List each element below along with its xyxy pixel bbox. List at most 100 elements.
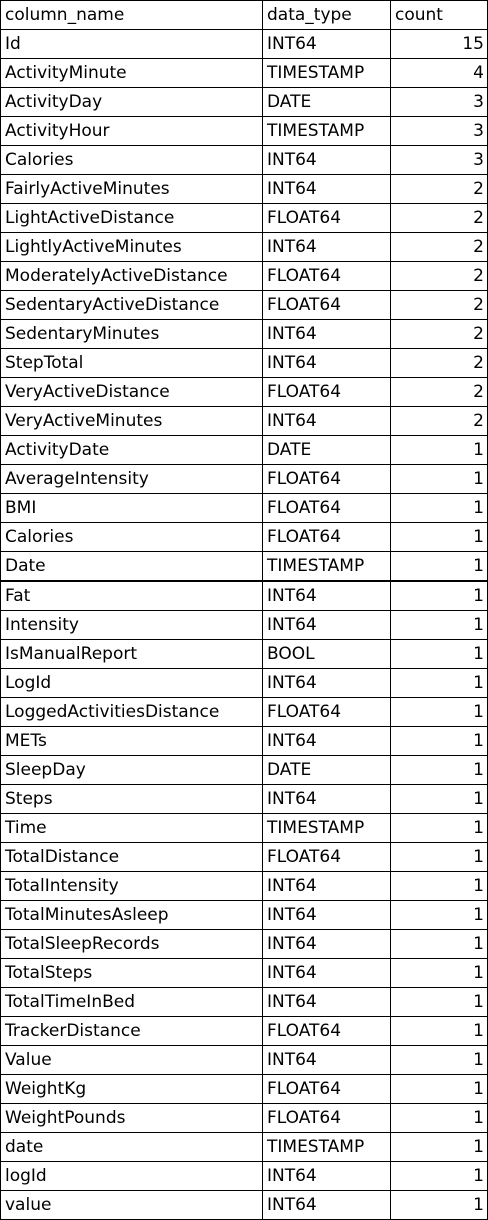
cell-column-name[interactable]: FairlyActiveMinutes — [0, 174, 263, 204]
cell-count[interactable]: 1 — [390, 987, 488, 1017]
cell-column-name[interactable]: Intensity — [0, 610, 263, 640]
cell-count[interactable]: 1 — [390, 871, 488, 901]
cell-column-name[interactable]: TotalTimeInBed — [0, 987, 263, 1017]
cell-column-name[interactable]: BMI — [0, 493, 263, 523]
cell-column-name[interactable]: LightlyActiveMinutes — [0, 232, 263, 262]
cell-data-type[interactable]: INT64 — [262, 232, 391, 262]
cell-column-name[interactable]: METs — [0, 726, 263, 756]
cell-column-name[interactable]: IsManualReport — [0, 639, 263, 669]
cell-data-type[interactable]: INT64 — [262, 726, 391, 756]
cell-count[interactable]: 1 — [390, 697, 488, 727]
cell-count[interactable]: 1 — [390, 580, 488, 611]
cell-data-type[interactable]: FLOAT64 — [262, 290, 391, 320]
cell-count[interactable]: 1 — [390, 929, 488, 959]
cell-data-type[interactable]: TIMESTAMP — [262, 1132, 391, 1162]
cell-column-name[interactable]: Id — [0, 29, 263, 59]
cell-data-type[interactable]: FLOAT64 — [262, 1103, 391, 1133]
cell-data-type[interactable]: FLOAT64 — [262, 464, 391, 494]
cell-data-type[interactable]: INT64 — [262, 784, 391, 814]
cell-data-type[interactable]: DATE — [262, 435, 391, 465]
cell-column-name[interactable]: logId — [0, 1161, 263, 1191]
cell-data-type[interactable]: INT64 — [262, 174, 391, 204]
cell-data-type[interactable]: INT64 — [262, 900, 391, 930]
cell-data-type[interactable]: TIMESTAMP — [262, 116, 391, 146]
cell-column-name[interactable]: TotalSteps — [0, 958, 263, 988]
cell-data-type[interactable]: TIMESTAMP — [262, 551, 391, 582]
cell-count[interactable]: 1 — [390, 493, 488, 523]
cell-data-type[interactable]: FLOAT64 — [262, 842, 391, 872]
cell-count[interactable]: 3 — [390, 87, 488, 117]
cell-column-name[interactable]: SleepDay — [0, 755, 263, 785]
cell-column-name[interactable]: Calories — [0, 522, 263, 552]
cell-count[interactable]: 4 — [390, 58, 488, 88]
cell-count[interactable]: 1 — [390, 522, 488, 552]
cell-data-type[interactable]: FLOAT64 — [262, 522, 391, 552]
cell-count[interactable]: 1 — [390, 668, 488, 698]
cell-data-type[interactable]: TIMESTAMP — [262, 813, 391, 843]
cell-data-type[interactable]: INT64 — [262, 668, 391, 698]
cell-count[interactable]: 1 — [390, 1190, 488, 1220]
cell-column-name[interactable]: Time — [0, 813, 263, 843]
cell-data-type[interactable]: INT64 — [262, 1045, 391, 1075]
cell-data-type[interactable]: INT64 — [262, 406, 391, 436]
cell-column-name[interactable]: Date — [0, 551, 263, 582]
cell-count[interactable]: 1 — [390, 813, 488, 843]
cell-column-name[interactable]: date — [0, 1132, 263, 1162]
cell-count[interactable]: 1 — [390, 464, 488, 494]
cell-column-name[interactable]: LightActiveDistance — [0, 203, 263, 233]
cell-data-type[interactable]: INT64 — [262, 29, 391, 59]
cell-count[interactable]: 1 — [390, 958, 488, 988]
cell-data-type[interactable]: FLOAT64 — [262, 203, 391, 233]
cell-data-type[interactable]: INT64 — [262, 610, 391, 640]
cell-count[interactable]: 1 — [390, 726, 488, 756]
cell-count[interactable]: 1 — [390, 435, 488, 465]
cell-column-name[interactable]: SedentaryMinutes — [0, 319, 263, 349]
cell-data-type[interactable]: FLOAT64 — [262, 377, 391, 407]
cell-data-type[interactable]: DATE — [262, 755, 391, 785]
cell-column-name[interactable]: value — [0, 1190, 263, 1220]
cell-count[interactable]: 2 — [390, 261, 488, 291]
cell-data-type[interactable]: FLOAT64 — [262, 493, 391, 523]
cell-column-name[interactable]: ModeratelyActiveDistance — [0, 261, 263, 291]
cell-data-type[interactable]: INT64 — [262, 929, 391, 959]
cell-data-type[interactable]: INT64 — [262, 580, 391, 611]
cell-column-name[interactable]: WeightKg — [0, 1074, 263, 1104]
cell-column-name[interactable]: LoggedActivitiesDistance — [0, 697, 263, 727]
cell-column-name[interactable]: TotalSleepRecords — [0, 929, 263, 959]
cell-column-name[interactable]: LogId — [0, 668, 263, 698]
cell-count[interactable]: 2 — [390, 290, 488, 320]
cell-count[interactable]: 1 — [390, 1074, 488, 1104]
cell-data-type[interactable]: FLOAT64 — [262, 1016, 391, 1046]
cell-count[interactable]: 1 — [390, 1045, 488, 1075]
cell-column-name[interactable]: WeightPounds — [0, 1103, 263, 1133]
cell-column-name[interactable]: TotalMinutesAsleep — [0, 900, 263, 930]
cell-count[interactable]: 2 — [390, 174, 488, 204]
cell-count[interactable]: 1 — [390, 755, 488, 785]
cell-count[interactable]: 1 — [390, 842, 488, 872]
cell-data-type[interactable]: INT64 — [262, 348, 391, 378]
cell-data-type[interactable]: FLOAT64 — [262, 1074, 391, 1104]
cell-column-name[interactable]: VeryActiveDistance — [0, 377, 263, 407]
cell-count[interactable]: 2 — [390, 377, 488, 407]
cell-column-name[interactable]: Steps — [0, 784, 263, 814]
cell-column-name[interactable]: VeryActiveMinutes — [0, 406, 263, 436]
cell-column-name[interactable]: SedentaryActiveDistance — [0, 290, 263, 320]
cell-column-name[interactable]: Value — [0, 1045, 263, 1075]
cell-column-name[interactable]: TrackerDistance — [0, 1016, 263, 1046]
cell-data-type[interactable]: FLOAT64 — [262, 697, 391, 727]
cell-data-type[interactable]: DATE — [262, 87, 391, 117]
cell-column-name[interactable]: ActivityDate — [0, 435, 263, 465]
header-data-type[interactable]: data_type — [262, 0, 391, 30]
cell-count[interactable]: 1 — [390, 1103, 488, 1133]
cell-data-type[interactable]: INT64 — [262, 987, 391, 1017]
cell-count[interactable]: 1 — [390, 610, 488, 640]
cell-column-name[interactable]: ActivityDay — [0, 87, 263, 117]
cell-count[interactable]: 1 — [390, 784, 488, 814]
cell-data-type[interactable]: INT64 — [262, 1190, 391, 1220]
cell-column-name[interactable]: ActivityMinute — [0, 58, 263, 88]
cell-count[interactable]: 1 — [390, 551, 488, 582]
cell-count[interactable]: 1 — [390, 900, 488, 930]
cell-column-name[interactable]: TotalDistance — [0, 842, 263, 872]
cell-data-type[interactable]: INT64 — [262, 1161, 391, 1191]
cell-data-type[interactable]: BOOL — [262, 639, 391, 669]
